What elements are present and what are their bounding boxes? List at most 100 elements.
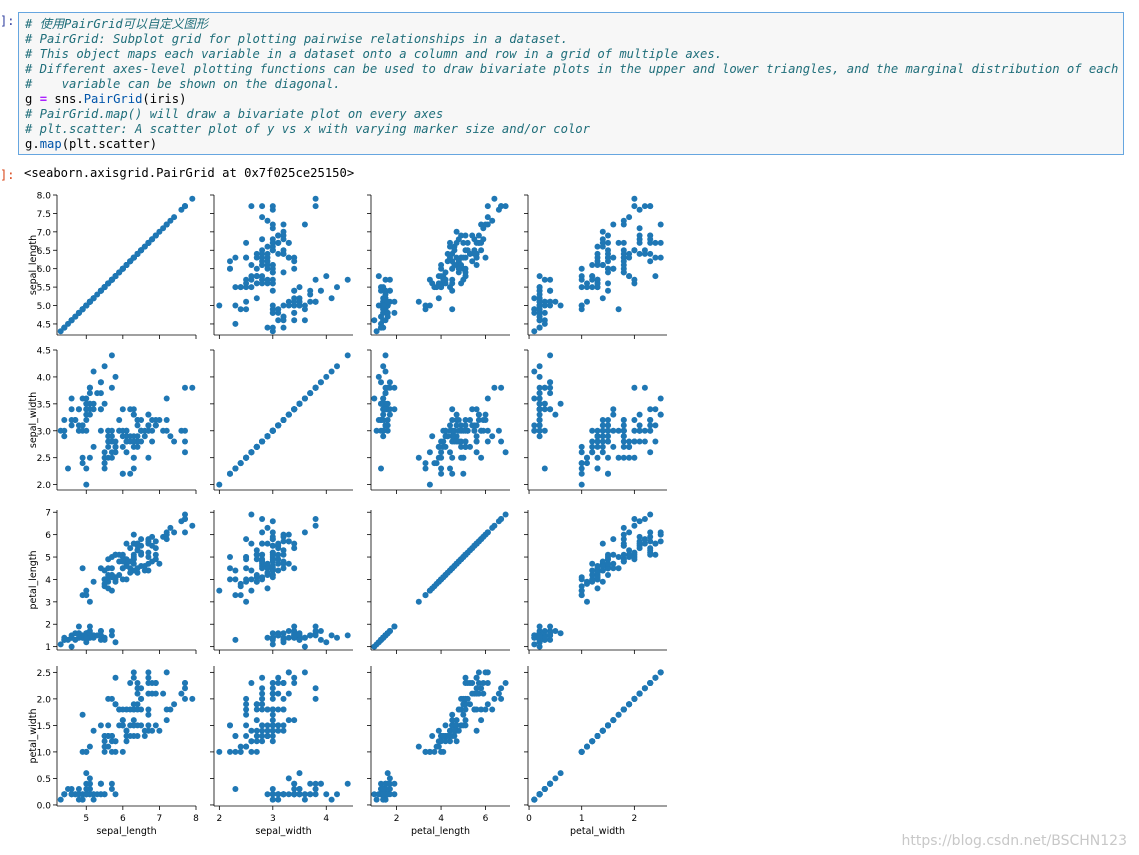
scatter-point — [243, 306, 250, 313]
scatter-point — [552, 775, 559, 782]
x-tick-label: 4 — [323, 814, 329, 824]
scatter-point — [484, 214, 491, 221]
scatter-point — [227, 565, 233, 572]
scatter-point — [589, 284, 596, 291]
scatter-point — [578, 592, 585, 599]
scatter-point — [253, 706, 260, 713]
y-tick-label: 0.5 — [37, 775, 51, 785]
scatter-point — [636, 518, 643, 525]
scatter-point — [386, 287, 393, 294]
scatter-point — [652, 406, 659, 413]
scatter-point — [280, 250, 287, 257]
scatter-point — [471, 427, 478, 434]
scatter-point — [391, 309, 398, 316]
scatter-point — [541, 384, 548, 391]
scatter-point — [455, 727, 462, 734]
scatter-point — [489, 706, 496, 713]
scatter-point — [243, 239, 250, 246]
scatter-point — [112, 438, 119, 445]
scatter-point — [594, 438, 601, 445]
scatter-point — [378, 379, 384, 386]
x-tick-label: 4 — [438, 814, 444, 824]
scatter-point — [475, 538, 482, 545]
scatter-point — [152, 545, 159, 552]
scatter-point — [641, 384, 648, 391]
scatter-point — [105, 280, 112, 287]
scatter-point — [599, 243, 606, 250]
code-editor[interactable]: # 使用PairGrid可以自定义图形 # PairGrid: Subplot g… — [25, 17, 1118, 152]
scatter-point — [269, 706, 276, 713]
scatter-point — [531, 368, 538, 375]
code-line: # PairGrid.map() will draw a bivariate p… — [25, 107, 1118, 122]
scatter-point — [473, 674, 480, 681]
y-axis-label: sepal_length — [28, 235, 39, 295]
scatter-point — [243, 695, 250, 702]
code-cell[interactable]: # 使用PairGrid可以自定义图形 # PairGrid: Subplot g… — [18, 12, 1124, 155]
y-tick-label: 6.5 — [37, 247, 51, 257]
scatter-point — [599, 578, 606, 585]
scatter-point — [280, 269, 287, 276]
scatter-point — [108, 384, 115, 391]
scatter-point — [134, 690, 141, 697]
scatter-point — [116, 551, 123, 558]
scatter-point — [232, 576, 239, 583]
scatter-point — [86, 454, 93, 461]
scatter-point — [259, 203, 266, 210]
scatter-point — [312, 623, 319, 630]
scatter-point — [119, 558, 126, 565]
scatter-point — [557, 630, 564, 637]
scatter-point — [478, 427, 485, 434]
scatter-point — [127, 258, 134, 265]
scatter-point — [605, 433, 611, 440]
scatter-point — [119, 717, 126, 724]
scatter-point — [301, 796, 308, 803]
scatter-point — [541, 400, 548, 407]
scatter-point — [307, 632, 314, 639]
scatter-point — [61, 427, 68, 434]
scatter-point — [119, 265, 126, 272]
scatter-point — [163, 717, 170, 724]
scatter-point — [458, 695, 465, 702]
x-axis-label: sepal_length — [96, 826, 156, 837]
scatter-point — [145, 411, 152, 418]
scatter-point — [112, 373, 119, 380]
scatter-point — [440, 438, 447, 445]
scatter-point — [502, 449, 509, 456]
scatter-point — [275, 232, 282, 239]
scatter-point — [471, 706, 478, 713]
y-tick-label: 1 — [45, 643, 51, 653]
scatter-point — [636, 250, 643, 257]
scatter-point — [451, 733, 458, 739]
scatter-point — [291, 680, 298, 686]
scatter-point — [498, 516, 505, 522]
scatter-point — [610, 265, 617, 272]
scatter-point — [610, 565, 617, 572]
scatter-point — [237, 460, 244, 467]
scatter-point — [647, 449, 654, 456]
scatter-point — [269, 786, 276, 792]
scatter-point — [269, 680, 276, 686]
scatter-point — [216, 748, 223, 755]
scatter-point — [108, 352, 115, 359]
scatter-point — [647, 549, 654, 556]
scatter-point — [248, 727, 255, 734]
scatter-point — [620, 536, 627, 543]
scatter-point — [652, 540, 659, 547]
scatter-point — [442, 427, 449, 434]
y-tick-label: 4.5 — [37, 320, 51, 330]
scatter-point — [541, 465, 548, 472]
scatter-point — [491, 195, 498, 202]
scatter-point — [480, 690, 487, 697]
scatter-point — [145, 427, 152, 434]
scatter-point — [541, 276, 548, 283]
scatter-point — [453, 411, 460, 418]
scatter-point — [312, 685, 319, 692]
scatter-point — [647, 422, 654, 429]
scatter-point — [620, 558, 627, 565]
scatter-point — [620, 542, 627, 549]
scatter-point — [145, 538, 152, 545]
scatter-point — [108, 433, 115, 440]
scatter-point — [307, 390, 314, 397]
scatter-point — [248, 567, 255, 574]
scatter-point — [296, 400, 303, 407]
